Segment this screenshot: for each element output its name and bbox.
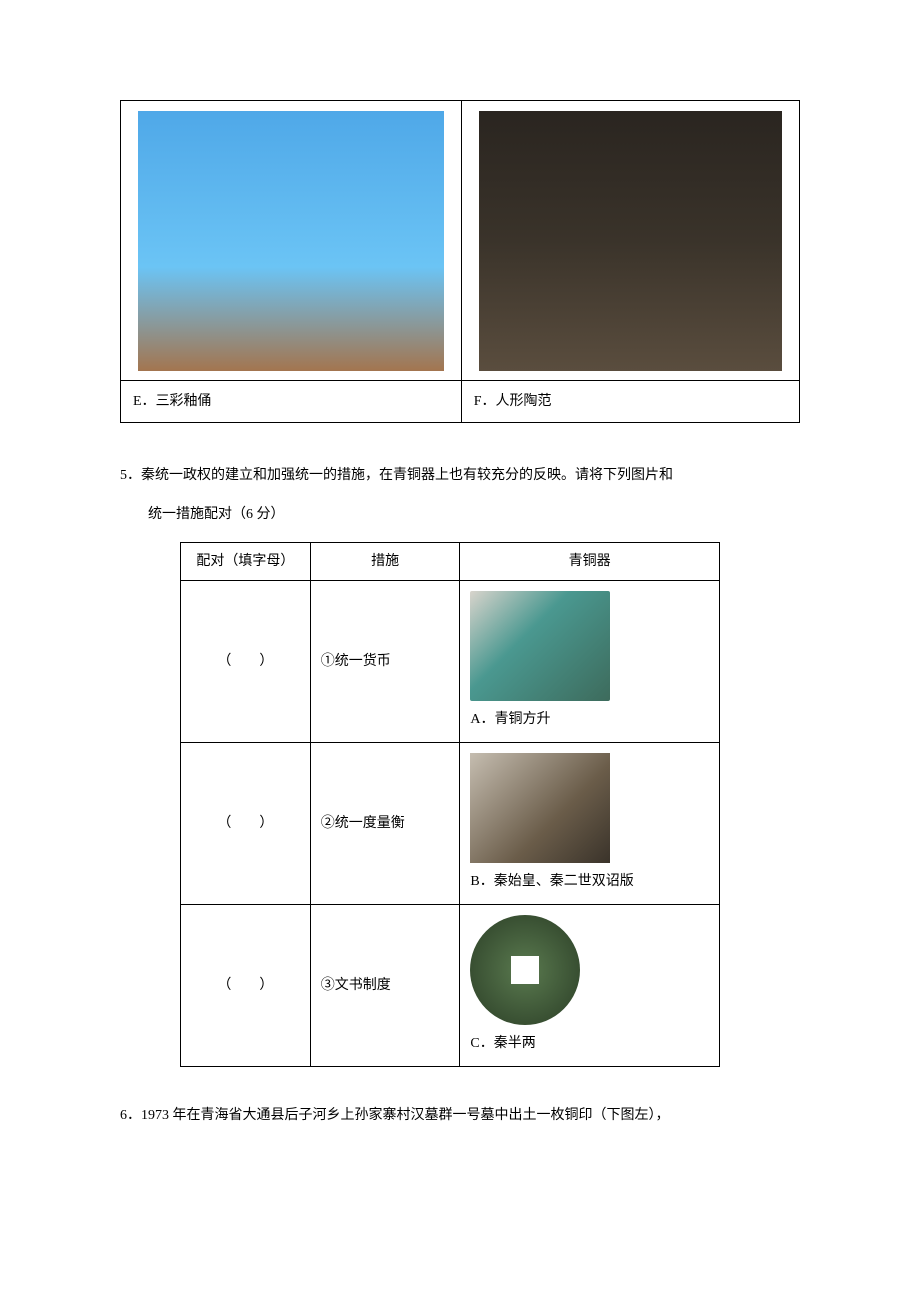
- artifact-e-letter: E．: [133, 394, 156, 409]
- bronze-label-b: B．秦始皇、秦二世双诏版: [470, 869, 709, 894]
- col-header-pair: 配对（填字母）: [181, 542, 311, 580]
- match-table: 配对（填字母） 措施 青铜器 （ ） ①统一货币 A．青铜方升 （ ） ②统一度…: [180, 542, 720, 1068]
- question-6: 6．1973 年在青海省大通县后子河乡上孙家寨村汉墓群一号墓中出土一枚铜印（下图…: [120, 1103, 800, 1128]
- artifact-e-image: [138, 111, 444, 371]
- match-table-body: （ ） ①统一货币 A．青铜方升 （ ） ②统一度量衡 B．秦始皇、秦二世双诏版…: [181, 580, 720, 1067]
- pair-cell-2: （ ）: [181, 742, 311, 904]
- pair-cell-3: （ ）: [181, 905, 311, 1067]
- q6-text: 1973 年在青海省大通县后子河乡上孙家寨村汉墓群一号墓中出土一枚铜印（下图左）…: [141, 1108, 670, 1123]
- q6-number: 6．: [120, 1108, 141, 1123]
- bronze-label-c: C．秦半两: [470, 1031, 709, 1056]
- artifact-grid: E．三彩釉俑 F．人形陶范: [120, 100, 800, 423]
- question-5: 5．秦统一政权的建立和加强统一的措施，在青铜器上也有较充分的反映。请将下列图片和…: [120, 463, 800, 1067]
- q6-line: 6．1973 年在青海省大通县后子河乡上孙家寨村汉墓群一号墓中出土一枚铜印（下图…: [120, 1103, 800, 1128]
- q5-text1: 秦统一政权的建立和加强统一的措施，在青铜器上也有较充分的反映。请将下列图片和: [141, 468, 673, 483]
- pair-cell-1: （ ）: [181, 580, 311, 742]
- table-row: （ ） ③文书制度 C．秦半两: [181, 905, 720, 1067]
- q5-line2: 统一措施配对（6 分）: [120, 502, 800, 527]
- artifact-e-image-cell: [121, 101, 462, 381]
- artifact-f-name: 人形陶范: [496, 394, 552, 409]
- bronze-cell-3: C．秦半两: [460, 905, 720, 1067]
- col-header-measure: 措施: [310, 542, 460, 580]
- bronze-label-a: A．青铜方升: [470, 707, 709, 732]
- measure-cell-2: ②统一度量衡: [310, 742, 460, 904]
- bronze-image-b: [470, 753, 610, 863]
- table-row: （ ） ②统一度量衡 B．秦始皇、秦二世双诏版: [181, 742, 720, 904]
- table-row: （ ） ①统一货币 A．青铜方升: [181, 580, 720, 742]
- q5-number: 5．: [120, 468, 141, 483]
- col-header-bronze: 青铜器: [460, 542, 720, 580]
- q5-line1: 5．秦统一政权的建立和加强统一的措施，在青铜器上也有较充分的反映。请将下列图片和: [120, 463, 800, 488]
- artifact-f-label-cell: F．人形陶范: [461, 381, 799, 423]
- artifact-f-letter: F．: [474, 394, 496, 409]
- artifact-e-label-cell: E．三彩釉俑: [121, 381, 462, 423]
- measure-cell-1: ①统一货币: [310, 580, 460, 742]
- bronze-cell-2: B．秦始皇、秦二世双诏版: [460, 742, 720, 904]
- artifact-f-image: [479, 111, 783, 371]
- bronze-image-a: [470, 591, 610, 701]
- artifact-f-image-cell: [461, 101, 799, 381]
- bronze-image-c: [470, 915, 580, 1025]
- artifact-e-name: 三彩釉俑: [156, 394, 212, 409]
- bronze-cell-1: A．青铜方升: [460, 580, 720, 742]
- measure-cell-3: ③文书制度: [310, 905, 460, 1067]
